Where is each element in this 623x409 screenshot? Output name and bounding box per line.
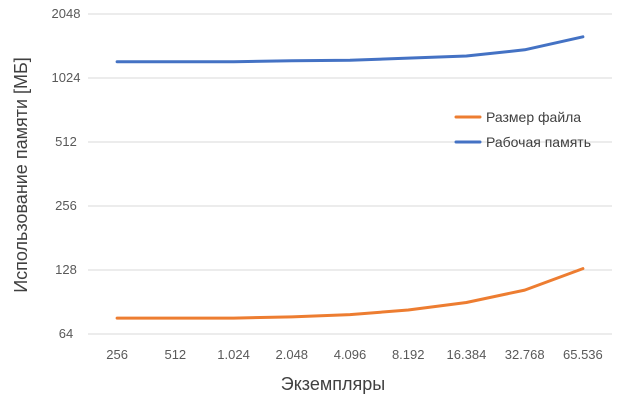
legend-label-1: Рабочая память bbox=[486, 134, 591, 150]
x-tick-label: 256 bbox=[106, 347, 128, 362]
y-tick-label: 64 bbox=[59, 326, 73, 341]
y-tick-labels: 64 128 256 512 1024 2048 bbox=[52, 6, 81, 341]
x-tick-label: 32.768 bbox=[505, 347, 545, 362]
series-line-1 bbox=[115, 35, 585, 64]
x-axis-title: Экземпляры bbox=[281, 374, 385, 394]
legend: Размер файла Рабочая память bbox=[454, 109, 591, 150]
x-tick-label: 8.192 bbox=[392, 347, 425, 362]
series-lines bbox=[115, 35, 585, 320]
y-tick-label: 1024 bbox=[52, 70, 81, 85]
x-tick-label: 512 bbox=[164, 347, 186, 362]
x-tick-label: 2.048 bbox=[276, 347, 309, 362]
y-tick-label: 128 bbox=[55, 262, 77, 277]
x-tick-label: 1.024 bbox=[217, 347, 250, 362]
x-tick-label: 65.536 bbox=[563, 347, 603, 362]
y-axis-title: Использование памяти [МБ] bbox=[11, 57, 31, 293]
x-tick-label: 4.096 bbox=[334, 347, 367, 362]
x-tick-labels: 256 512 1.024 2.048 4.096 8.192 16.384 32.768 65… bbox=[106, 347, 603, 362]
y-tick-label: 2048 bbox=[52, 6, 81, 21]
legend-label-0: Размер файла bbox=[486, 109, 581, 125]
x-tick-label: 16.384 bbox=[447, 347, 487, 362]
grid-lines bbox=[88, 13, 612, 335]
y-tick-label: 512 bbox=[55, 134, 77, 149]
y-tick-label: 256 bbox=[55, 198, 77, 213]
series-line-0 bbox=[115, 267, 585, 320]
